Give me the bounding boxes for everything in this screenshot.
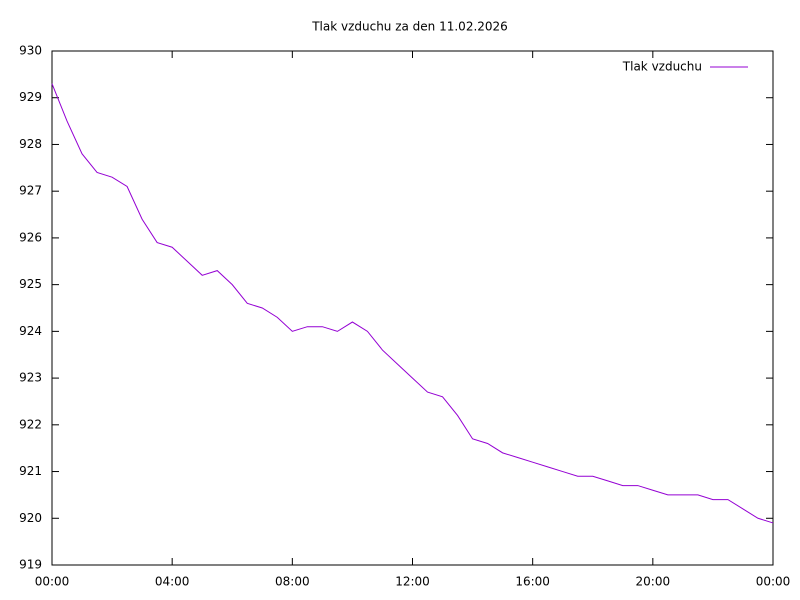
y-tick-label: 919: [19, 558, 42, 572]
y-tick-label: 924: [19, 324, 42, 338]
x-tick-label: 08:00: [275, 575, 310, 589]
chart-title: Tlak vzduchu za den 11.02.2026: [311, 20, 508, 34]
y-tick-label: 925: [19, 277, 42, 291]
x-tick-label: 16:00: [515, 575, 550, 589]
x-tick-label: 00:00: [35, 575, 70, 589]
x-tick-label: 20:00: [636, 575, 671, 589]
y-tick-label: 923: [19, 371, 42, 385]
y-tick-label: 929: [19, 90, 42, 104]
y-tick-label: 927: [19, 184, 42, 198]
x-tick-label: 12:00: [395, 575, 430, 589]
y-tick-label: 926: [19, 230, 42, 244]
x-tick-label: 00:00: [756, 575, 791, 589]
x-tick-label: 04:00: [155, 575, 190, 589]
y-tick-label: 922: [19, 417, 42, 431]
plot-border: [51, 50, 774, 566]
y-tick-label: 930: [19, 44, 42, 58]
y-tick-label: 920: [19, 511, 42, 525]
line-series: [51, 83, 774, 524]
y-tick-label: 921: [19, 464, 42, 478]
legend-label: Tlak vzduchu: [622, 60, 702, 74]
y-tick-label: 928: [19, 137, 42, 151]
